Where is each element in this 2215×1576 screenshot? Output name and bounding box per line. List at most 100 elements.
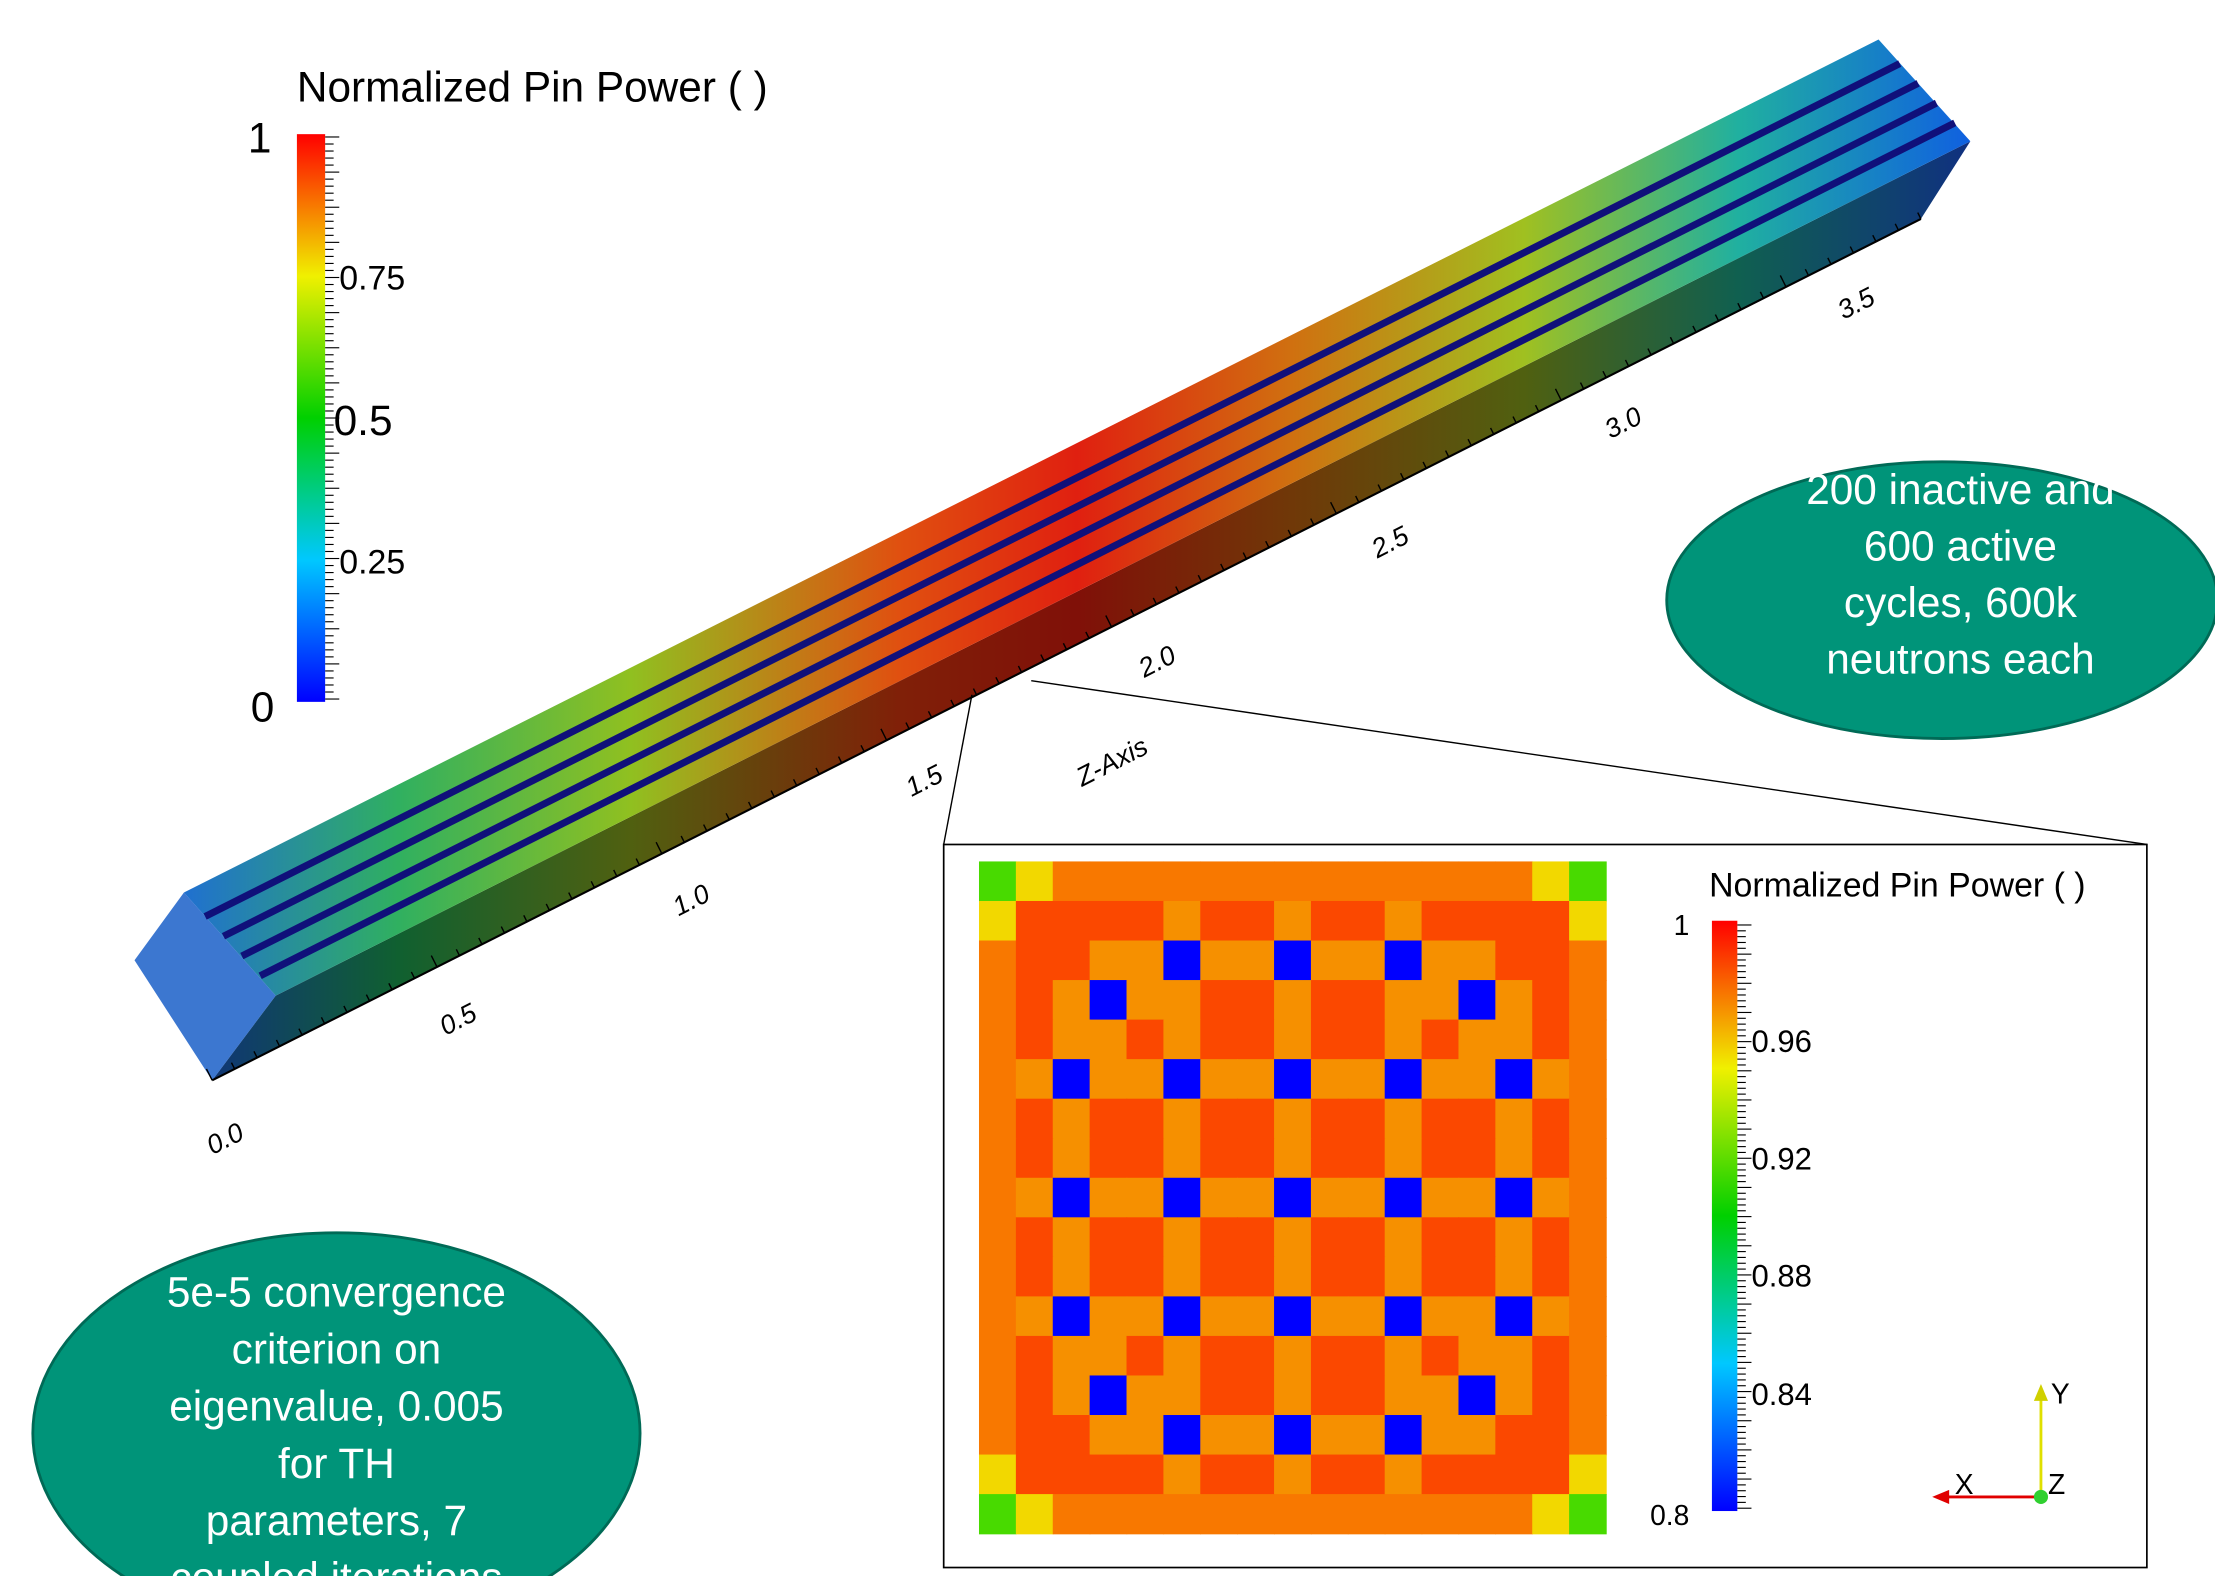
pin [1163, 1099, 1201, 1139]
pin [1200, 1020, 1238, 1060]
pin [1311, 980, 1349, 1020]
inset-colorbar [1712, 921, 1737, 1511]
pin [1053, 1336, 1091, 1376]
pin [1053, 1415, 1091, 1455]
pin [1127, 1178, 1165, 1218]
pin [1200, 1336, 1238, 1376]
pin [1200, 1375, 1238, 1415]
pin [1090, 1059, 1128, 1099]
pin [1090, 1217, 1128, 1257]
callout-line: eigenvalue, 0.005 [169, 1383, 503, 1430]
inset-colorbar-label: 0.88 [1751, 1259, 1811, 1294]
pin [1274, 861, 1312, 901]
pin [1200, 980, 1238, 1020]
pin [1385, 1020, 1423, 1060]
pin [1237, 1217, 1275, 1257]
callout-line: cycles, 600k [1844, 579, 2078, 626]
pin [1569, 1138, 1607, 1178]
pin [1495, 901, 1533, 941]
pin [1385, 1494, 1423, 1534]
pin [1495, 1296, 1533, 1336]
pin [1090, 1415, 1128, 1455]
pin [979, 980, 1017, 1020]
pin [1569, 1020, 1607, 1060]
scene: 0.00.51.01.52.02.53.03.5 Z-Axis Normaliz… [0, 0, 2215, 1576]
pin [1053, 1217, 1091, 1257]
pin [1569, 901, 1607, 941]
pin [1495, 1099, 1533, 1139]
pin [979, 1217, 1017, 1257]
pin [1127, 1217, 1165, 1257]
pin [1532, 1415, 1570, 1455]
callout-line: criterion on [232, 1325, 442, 1372]
pin [1200, 1099, 1238, 1139]
pin [1569, 861, 1607, 901]
pin [1348, 1336, 1386, 1376]
pin [1385, 901, 1423, 941]
pin [1053, 1059, 1091, 1099]
pin [1495, 980, 1533, 1020]
pin [1458, 1296, 1496, 1336]
z-tick-label: 0.5 [435, 997, 482, 1041]
pin [1200, 861, 1238, 901]
pin [1458, 941, 1496, 981]
pin [1053, 1375, 1091, 1415]
pin [1422, 901, 1460, 941]
pin [1311, 1178, 1349, 1218]
callout-line: 5e-5 convergence [167, 1268, 506, 1315]
axis-glyph-label: Z [2048, 1468, 2065, 1500]
zoom-line [944, 695, 972, 845]
pin [1569, 1336, 1607, 1376]
pin [1569, 1257, 1607, 1297]
pin [1422, 1336, 1460, 1376]
pin [1458, 1494, 1496, 1534]
pin [1385, 861, 1423, 901]
pin [1237, 980, 1275, 1020]
pin [1016, 1375, 1054, 1415]
pin [1016, 941, 1054, 981]
pin [1163, 1375, 1201, 1415]
z-tick-label: 2.0 [1133, 639, 1181, 683]
colorbar-label: 0.5 [334, 397, 393, 444]
pin [1311, 1494, 1349, 1534]
pin [1016, 1494, 1054, 1534]
pin [1016, 1296, 1054, 1336]
pin [1385, 1296, 1423, 1336]
pin [1495, 1178, 1533, 1218]
pin [1385, 1455, 1423, 1495]
pin-map [979, 861, 1607, 1534]
pin [1495, 1415, 1533, 1455]
pin [1495, 1455, 1533, 1495]
pin [1200, 941, 1238, 981]
pin [1495, 861, 1533, 901]
pin [1422, 1217, 1460, 1257]
pin [1053, 1296, 1091, 1336]
pin [1053, 1178, 1091, 1218]
pin [1200, 1059, 1238, 1099]
pin [1532, 1138, 1570, 1178]
pin [1422, 1138, 1460, 1178]
callout-line: 200 inactive and [1806, 466, 2115, 513]
pin [1200, 1257, 1238, 1297]
pin [1090, 941, 1128, 981]
pin [1422, 1494, 1460, 1534]
pin [1532, 1296, 1570, 1336]
pin [1311, 1336, 1349, 1376]
pin [1016, 1257, 1054, 1297]
pin [1163, 1455, 1201, 1495]
pin [1090, 1296, 1128, 1336]
inset-colorbar-title: Normalized Pin Power ( ) [1709, 867, 2086, 905]
pin [1237, 1020, 1275, 1060]
pin [1458, 1178, 1496, 1218]
pin [1127, 1296, 1165, 1336]
pin [1127, 1415, 1165, 1455]
pin [1458, 980, 1496, 1020]
pin [1274, 1059, 1312, 1099]
pin [1495, 1138, 1533, 1178]
colorbar-title: Normalized Pin Power ( ) [297, 64, 768, 111]
pin [979, 1494, 1017, 1534]
pin [1348, 1415, 1386, 1455]
pin [1311, 1020, 1349, 1060]
pin [1532, 1257, 1570, 1297]
pin [1127, 861, 1165, 901]
